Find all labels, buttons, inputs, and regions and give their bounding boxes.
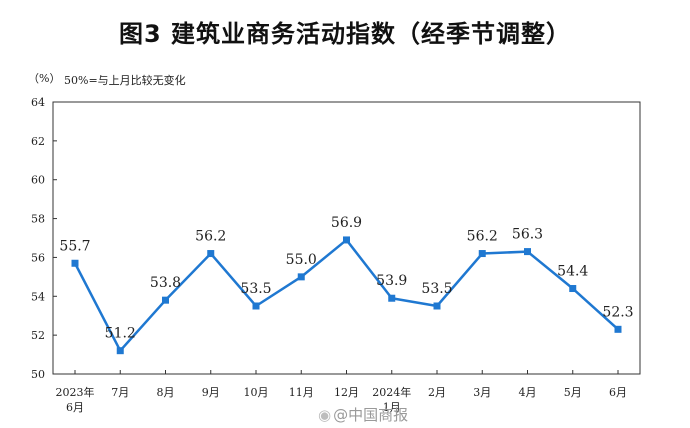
y-tick-label: 64	[31, 96, 45, 109]
data-point	[71, 259, 79, 267]
y-tick-label: 60	[31, 174, 45, 187]
x-tick-label: 7月	[111, 386, 129, 399]
y-tick-label: 54	[31, 290, 45, 303]
x-tick-label: 6月	[66, 401, 84, 414]
x-tick-label: 4月	[519, 386, 537, 399]
data-point	[433, 302, 441, 310]
data-label: 56.3	[512, 227, 543, 243]
x-tick-label: 11月	[289, 386, 314, 399]
x-tick-label: 6月	[609, 386, 627, 399]
data-label: 51.2	[105, 326, 136, 342]
y-tick-label: 50	[31, 368, 45, 381]
chart-note: 50%=与上月比较无变化	[64, 74, 186, 87]
watermark: ◉ @中国商报	[318, 404, 408, 425]
y-tick-label: 52	[31, 329, 45, 342]
data-label: 54.4	[557, 264, 588, 280]
y-tick-label: 56	[31, 251, 45, 264]
x-tick-label: 1月	[383, 401, 401, 414]
data-point	[116, 347, 124, 355]
x-tick-label: 10月	[244, 386, 269, 399]
data-label: 55.7	[59, 238, 90, 254]
data-label: 53.8	[150, 275, 181, 291]
data-point	[252, 302, 260, 310]
data-point	[207, 250, 215, 258]
data-point	[343, 236, 350, 244]
data-point	[388, 294, 396, 302]
data-point	[478, 250, 486, 258]
x-tick-label: 3月	[473, 386, 491, 399]
data-point	[569, 285, 577, 293]
data-label: 56.9	[331, 215, 362, 231]
data-label: 53.9	[376, 273, 407, 289]
data-label: 56.2	[467, 229, 498, 245]
data-label: 55.0	[286, 252, 317, 268]
x-tick-label: 2月	[428, 386, 446, 399]
data-point	[162, 296, 169, 304]
x-tick-label: 8月	[157, 386, 175, 399]
watermark-text: @中国商报	[333, 406, 409, 424]
weibo-icon: ◉	[318, 406, 332, 424]
data-point	[614, 325, 622, 333]
data-label: 53.5	[240, 281, 271, 297]
series-line	[73, 238, 619, 352]
data-point	[524, 248, 531, 256]
x-tick-label: 2024年	[372, 385, 411, 399]
x-tick-label: 12月	[334, 386, 359, 399]
data-label: 53.5	[421, 281, 452, 297]
y-axis-unit: （%）	[28, 72, 61, 85]
data-label: 52.3	[602, 304, 633, 320]
x-tick-label: 5月	[564, 386, 582, 399]
y-tick-label: 58	[31, 213, 45, 226]
x-tick-label: 9月	[202, 386, 220, 399]
y-tick-label: 62	[31, 135, 45, 148]
data-label: 56.2	[195, 229, 226, 245]
data-point	[297, 273, 305, 281]
x-tick-label: 2023年	[56, 385, 95, 399]
chart-title: 图3 建筑业商务活动指数（经季节调整）	[118, 20, 572, 48]
